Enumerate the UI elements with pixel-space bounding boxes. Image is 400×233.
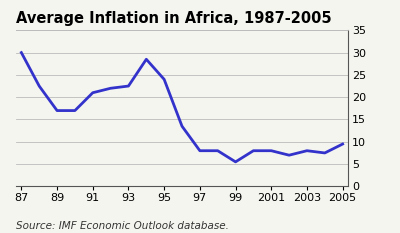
Text: Average Inflation in Africa, 1987-2005: Average Inflation in Africa, 1987-2005 [16, 11, 332, 26]
Text: Source: IMF Economic Outlook database.: Source: IMF Economic Outlook database. [16, 221, 229, 231]
